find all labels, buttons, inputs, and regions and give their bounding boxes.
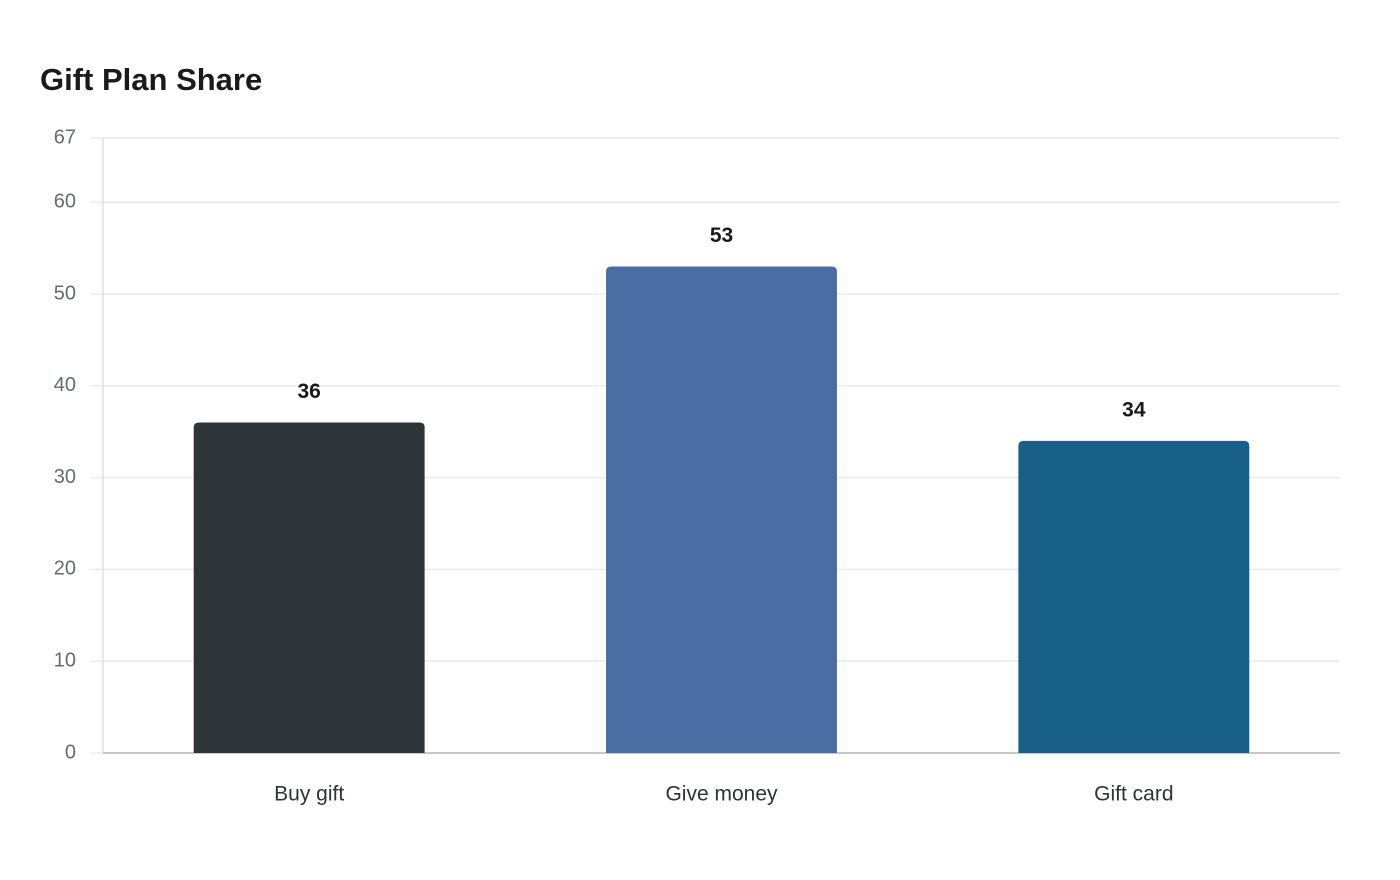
- y-tick-label: 20: [54, 558, 76, 580]
- value-label: 53: [710, 224, 733, 247]
- x-tick-label: Give money: [665, 783, 778, 806]
- y-tick-label: 67: [54, 126, 76, 148]
- bar: [193, 422, 425, 753]
- bar: [606, 266, 837, 753]
- y-tick-label: 10: [54, 649, 76, 671]
- y-tick-label: 50: [54, 282, 76, 304]
- x-tick-label: Buy gift: [274, 783, 344, 806]
- bar: [1018, 440, 1250, 753]
- y-tick-label: 60: [54, 191, 76, 213]
- y-tick-label: 40: [54, 374, 76, 396]
- value-label: 36: [297, 380, 320, 403]
- y-tick-label: 30: [54, 466, 76, 488]
- x-tick-label: Gift card: [1094, 783, 1173, 806]
- value-label: 34: [1122, 398, 1146, 421]
- y-tick-label: 0: [65, 741, 76, 763]
- chart-title: Gift Plan Share: [40, 62, 262, 97]
